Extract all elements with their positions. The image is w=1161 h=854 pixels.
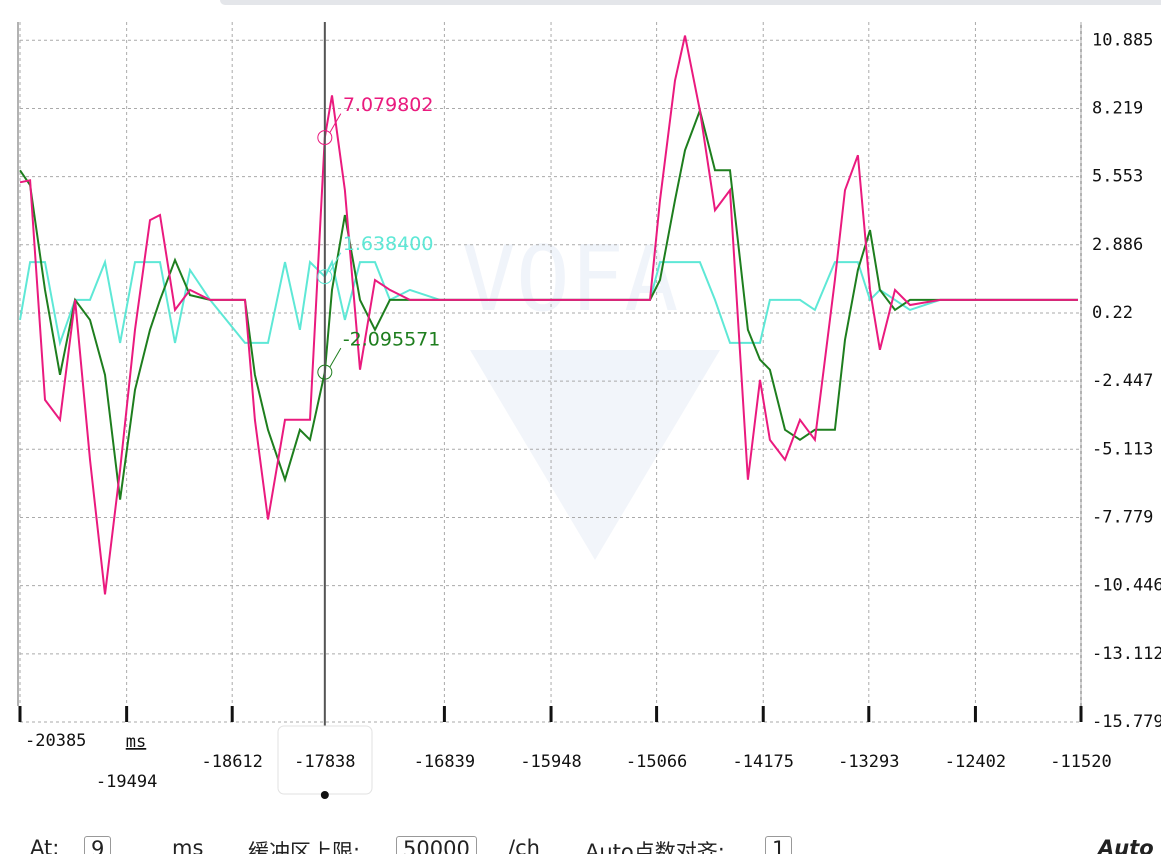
cursor-readout: 7.079802 [343, 94, 434, 116]
y-tick-label: 0.22 [1092, 303, 1133, 323]
svg-text:VOFA: VOFA [462, 227, 679, 332]
x-tick-label: -18612 [201, 752, 262, 772]
auto-button[interactable]: Auto [1098, 836, 1154, 854]
x-tick-label: -13293 [838, 752, 899, 772]
y-tick-label: -13.112 [1092, 644, 1161, 664]
y-tick-label: -10.446 [1092, 576, 1161, 596]
cursor-point [317, 364, 333, 380]
top-bar [220, 0, 1161, 5]
x-tick-label: -16839 [414, 752, 475, 772]
cursor-x-label: -17838 [294, 752, 355, 772]
cursor-leader [329, 252, 342, 272]
x-tick-label: -15066 [626, 752, 687, 772]
buffer-unit: /ch [508, 836, 540, 854]
y-tick-label: 5.553 [1092, 167, 1143, 187]
y-tick-label: -5.113 [1092, 439, 1153, 459]
y-tick-label: 10.885 [1092, 30, 1153, 50]
buffer-input[interactable]: 50000 [396, 836, 477, 854]
cursor-point [317, 130, 333, 146]
x-tick-label: -12402 [945, 752, 1006, 772]
cursor-leader [329, 113, 342, 133]
y-tick-label: 2.886 [1092, 235, 1143, 255]
cursor-x-box: -17838 [277, 725, 373, 799]
watermark: VOFA [462, 227, 720, 560]
control-bar: At: 9 ms 缓冲区上限: 50000 /ch Auto点数对齐: 1 Au… [0, 826, 1161, 854]
at-label: At: [30, 836, 60, 854]
cursor-point [317, 269, 333, 285]
x-unit: ms [126, 732, 146, 752]
cursor-handle [320, 791, 329, 799]
x-tick-label: -20385 [25, 731, 86, 751]
x-tick-label: -11520 [1050, 752, 1111, 772]
series-line [19, 35, 1078, 595]
auto-label: Auto点数对齐: [585, 840, 725, 854]
y-tick-label: 8.219 [1092, 98, 1143, 118]
x-tick-label: -19494 [96, 772, 157, 792]
buffer-label: 缓冲区上限: [248, 840, 361, 854]
auto-input[interactable]: 1 [765, 836, 793, 854]
cursor-leader [329, 347, 342, 368]
cursor-readout: 1.638400 [343, 233, 434, 255]
at-input[interactable]: 9 [84, 836, 112, 854]
at-unit: ms [172, 836, 204, 854]
x-tick-label: -14175 [733, 752, 794, 772]
y-tick-label: -2.447 [1092, 371, 1153, 391]
y-tick-label: -7.779 [1092, 507, 1153, 527]
y-tick-label: -15.779 [1092, 712, 1161, 732]
x-tick-label: -15948 [520, 752, 581, 772]
scope-chart: VOFA ms 10.885 8.219 5.553 2.886 0.22 -2.447 -… [17, 0, 1161, 799]
cursor-readout: -2.095571 [343, 329, 441, 351]
